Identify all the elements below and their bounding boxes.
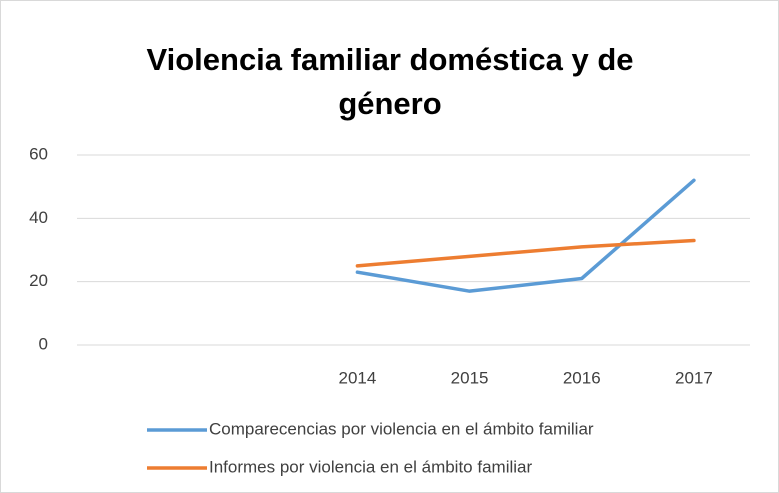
series-line bbox=[355, 178, 696, 293]
y-tick-label: 20 bbox=[29, 271, 48, 290]
x-tick-label: 2016 bbox=[563, 368, 601, 387]
x-tick-label: 2014 bbox=[339, 368, 377, 387]
y-tick-label: 40 bbox=[29, 208, 48, 227]
x-tick-label: 2015 bbox=[451, 368, 489, 387]
y-tick-label: 0 bbox=[39, 334, 48, 353]
series-line bbox=[355, 238, 696, 268]
y-tick-label: 60 bbox=[29, 144, 48, 163]
legend-label: Informes por violencia en el ámbito fami… bbox=[209, 457, 532, 476]
x-tick-label: 2017 bbox=[675, 368, 713, 387]
legend-label: Comparecencias por violencia en el ámbit… bbox=[209, 419, 594, 438]
chart-title: Violencia familiar doméstica y de género bbox=[146, 42, 634, 121]
